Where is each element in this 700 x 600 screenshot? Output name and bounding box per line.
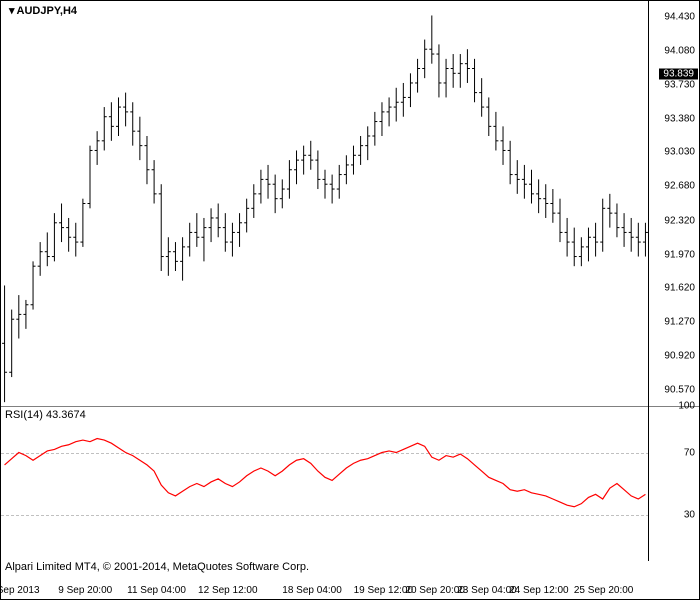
y-tick-label: 90.570 [664, 384, 695, 395]
y-tick-label: 90.920 [664, 350, 695, 361]
y-tick-label: 91.620 [664, 283, 695, 294]
y-tick-label: 30 [684, 509, 695, 520]
indicator-panel[interactable]: RSI(14) 43.3674 3070100 [1, 406, 699, 561]
chart-container: ▾AUDJPY,H4 90.570 90.920 91.270 91.620 91.97… [0, 0, 700, 600]
y-tick-label: 94.080 [664, 46, 695, 57]
x-tick-label: 20 Sep 20:00 [405, 585, 465, 596]
indicator-y-axis: 3070100 [648, 406, 699, 561]
x-tick-label: 18 Sep 04:00 [282, 585, 342, 596]
price-bars [1, 1, 649, 406]
x-tick-label: 12 Sep 12:00 [198, 585, 258, 596]
y-tick-label: 70 [684, 447, 695, 458]
x-tick-label: 11 Sep 04:00 [127, 585, 186, 596]
y-tick-label: 100 [678, 401, 695, 412]
copyright-footer: Alpari Limited MT4, © 2001-2014, MetaQuo… [1, 561, 699, 579]
price-panel[interactable]: ▾AUDJPY,H4 90.570 90.920 91.270 91.620 91.97… [1, 1, 699, 407]
x-tick-label: 19 Sep 12:00 [354, 585, 414, 596]
y-tick-label: 91.270 [664, 317, 695, 328]
indicator-chart-area[interactable]: RSI(14) 43.3674 [1, 406, 649, 561]
x-axis: 6 Sep 2013 9 Sep 20:00 11 Sep 04:00 12 Sep … [1, 579, 699, 599]
x-tick-label: 24 Sep 12:00 [509, 585, 569, 596]
y-tick-label: 93.030 [664, 147, 695, 158]
y-tick-label: 92.680 [664, 181, 695, 192]
current-price-badge: 93.839 [659, 69, 698, 80]
y-tick-label: 94.430 [664, 12, 695, 23]
y-tick-label: 91.970 [664, 249, 695, 260]
x-tick-label: 25 Sep 20:00 [574, 585, 634, 596]
rsi-line [1, 406, 649, 561]
y-tick-label: 93.730 [664, 79, 695, 90]
x-tick-label: 23 Sep 04:00 [457, 585, 517, 596]
price-y-axis: 90.570 90.920 91.270 91.620 91.970 92.320 92.6… [648, 1, 699, 406]
y-tick-label: 92.320 [664, 215, 695, 226]
x-tick-label: 6 Sep 2013 [0, 585, 40, 596]
price-chart-area[interactable]: ▾AUDJPY,H4 [1, 1, 649, 406]
x-tick-label: 9 Sep 20:00 [58, 585, 112, 596]
y-tick-label: 93.380 [664, 113, 695, 124]
